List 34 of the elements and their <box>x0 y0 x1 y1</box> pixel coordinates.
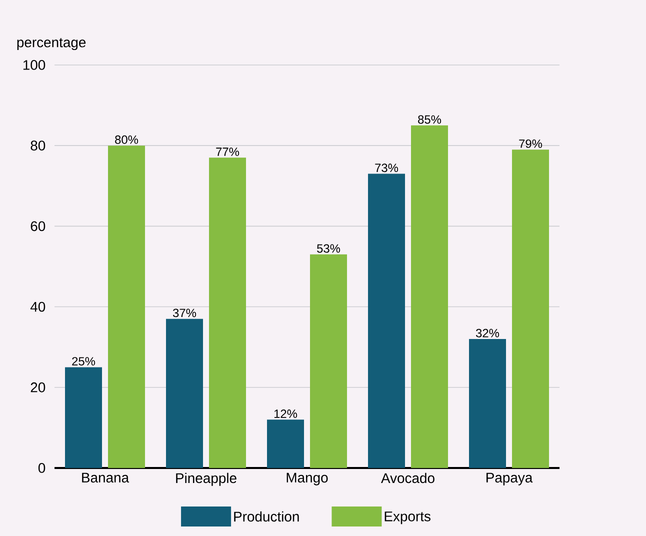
bar <box>209 158 246 468</box>
x-tick-label: Pineapple <box>176 472 236 486</box>
y-tick-label: 80 <box>30 140 46 151</box>
bar <box>310 254 348 468</box>
data-label: 32% <box>476 328 500 338</box>
data-label: 12% <box>274 410 298 418</box>
y-tick-label: 40 <box>30 302 46 312</box>
legend-label: Production <box>234 511 299 522</box>
bar <box>267 420 304 468</box>
x-tick-label: Avocado <box>381 472 434 484</box>
data-label: 80% <box>115 135 138 144</box>
bar <box>469 339 506 468</box>
y-axis-title: percentage <box>17 38 86 50</box>
bar <box>65 367 102 468</box>
data-label: 79% <box>519 139 542 148</box>
x-tick-label: Banana <box>82 472 130 483</box>
y-tick-label: 0 <box>38 463 46 473</box>
data-label: 77% <box>216 148 240 156</box>
bar <box>108 146 146 468</box>
x-tick-label: Papaya <box>486 472 533 486</box>
data-label: 25% <box>72 357 96 366</box>
bar <box>368 174 406 468</box>
bar <box>512 150 550 468</box>
data-label: 85% <box>418 115 442 124</box>
y-tick-label: 100 <box>23 60 46 70</box>
bar <box>411 125 448 468</box>
legend-label: Exports <box>384 512 430 524</box>
data-label: 53% <box>317 244 340 253</box>
bar <box>166 318 204 468</box>
y-tick-label: 60 <box>30 221 46 232</box>
data-label: 73% <box>375 164 398 172</box>
y-tick-label: 20 <box>30 382 46 392</box>
data-label: 37% <box>172 308 196 318</box>
x-tick-label: Mango <box>286 472 328 486</box>
